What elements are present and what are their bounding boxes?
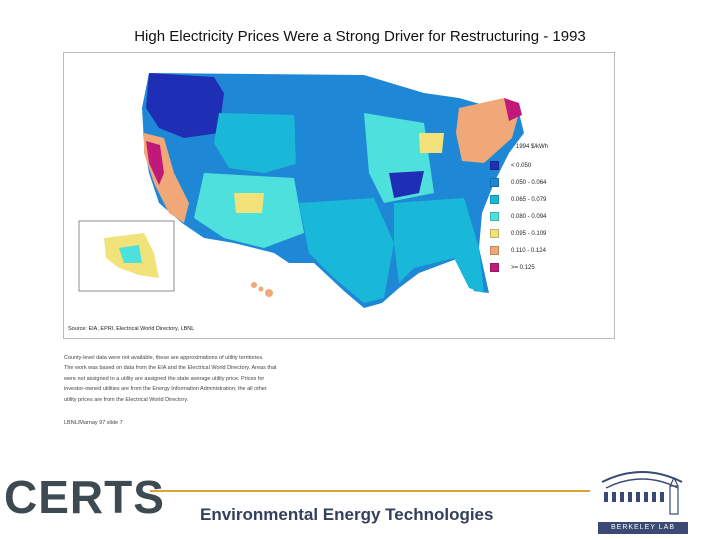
legend-swatch bbox=[490, 161, 499, 170]
map-legend: 1994 $/kWh < 0.050 0.050 - 0.064 0.065 -… bbox=[490, 144, 600, 276]
legend-item: 0.050 - 0.064 bbox=[490, 174, 600, 191]
price-map: Source: EIA, EPRI, Electrical World Dire… bbox=[63, 52, 615, 339]
northwest-region bbox=[146, 73, 224, 138]
legend-label: 0.080 - 0.094 bbox=[511, 213, 547, 220]
berkeley-lab-label: BERKELEY LAB bbox=[598, 522, 688, 534]
legend-swatch bbox=[490, 195, 499, 204]
new-england-high-price bbox=[504, 98, 522, 121]
certs-logo: CERTS bbox=[4, 471, 165, 523]
legend-item: < 0.050 bbox=[490, 157, 600, 174]
us-map-graphic bbox=[78, 73, 524, 308]
hawaii-island-1 bbox=[251, 282, 257, 288]
slide-title: High Electricity Prices Were a Strong Dr… bbox=[134, 28, 586, 45]
legend-item: 0.065 - 0.079 bbox=[490, 191, 600, 208]
legend-swatch bbox=[490, 229, 499, 238]
mountain-region bbox=[214, 113, 299, 173]
alaska-region-2 bbox=[119, 245, 142, 263]
slide-reference: LBNL/Marnay 97 slide 7 bbox=[64, 420, 123, 426]
alaska-inset-frame bbox=[78, 220, 175, 292]
yellow-patch-1 bbox=[234, 193, 264, 213]
footer-divider bbox=[150, 490, 590, 492]
legend-label: 0.050 - 0.064 bbox=[511, 179, 547, 186]
note-line: were not assigned to a utility are assig… bbox=[64, 375, 265, 382]
legend-item: >= 0.125 bbox=[490, 259, 600, 276]
legend-swatch bbox=[490, 246, 499, 255]
berkeley-lab-logo-icon bbox=[601, 471, 683, 515]
legend-label: < 0.050 bbox=[511, 162, 532, 169]
hawaii-island-3 bbox=[265, 289, 273, 297]
california-high-price bbox=[146, 141, 164, 185]
northeast-region bbox=[456, 98, 519, 163]
footer-tagline: Environmental Energy Technologies bbox=[200, 505, 494, 524]
note-line: utility prices are from the Electrical W… bbox=[64, 396, 189, 403]
legend-label: 0.095 - 0.109 bbox=[511, 230, 547, 237]
legend-swatch bbox=[490, 263, 499, 272]
note-line: County-level data were not available, th… bbox=[64, 355, 264, 361]
appalachia-region bbox=[389, 171, 424, 198]
map-source: Source: EIA, EPRI, Electrical World Dire… bbox=[68, 326, 195, 332]
note-line: investor-owned utilities are from the En… bbox=[64, 386, 267, 393]
map-notes: County-level data were not available, th… bbox=[64, 353, 334, 405]
legend-label: 0.065 - 0.079 bbox=[511, 196, 547, 203]
legend-label: >= 0.125 bbox=[511, 264, 535, 271]
south-central-region bbox=[299, 198, 394, 303]
hawaii-island-2 bbox=[258, 286, 264, 292]
legend-title: 1994 $/kWh bbox=[516, 144, 549, 150]
note-line: The work was based on data from the EIA … bbox=[64, 365, 277, 372]
legend-item: 0.110 - 0.124 bbox=[490, 242, 600, 259]
legend-label: 0.110 - 0.124 bbox=[511, 247, 546, 254]
legend-swatch bbox=[490, 178, 499, 187]
plains-region bbox=[294, 103, 369, 203]
legend-swatch bbox=[490, 212, 499, 221]
southeast-region bbox=[394, 198, 484, 293]
legend-item: 0.080 - 0.094 bbox=[490, 208, 600, 225]
yellow-patch-2 bbox=[419, 133, 444, 153]
legend-item: 0.095 - 0.109 bbox=[490, 225, 600, 242]
